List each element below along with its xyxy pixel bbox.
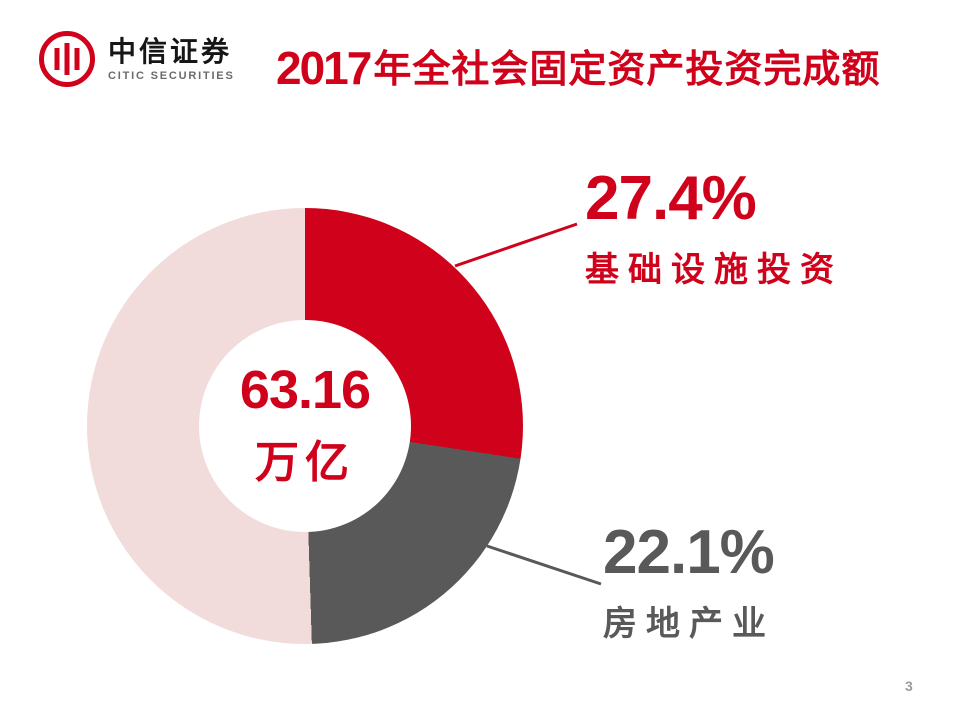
infra-percent: 27.4%: [585, 164, 757, 233]
logo: 中信证券 CITIC SECURITIES: [38, 30, 235, 88]
title-year: 2017: [276, 42, 372, 94]
title-text: 年全社会固定资产投资完成额: [373, 49, 881, 91]
infra-label: 基础设施投资: [585, 251, 843, 289]
logo-subtitle: CITIC SECURITIES: [108, 70, 235, 83]
realestate-label: 房地产业: [603, 605, 775, 643]
logo-title: 中信证券: [108, 35, 233, 67]
citic-logo-icon: [38, 30, 96, 88]
donut-chart: 63.16 万亿: [87, 208, 523, 644]
infra-callout: 27.4% 基础设施投资: [585, 168, 843, 291]
realestate-percent: 22.1%: [603, 518, 775, 587]
logo-text: 中信证券 CITIC SECURITIES: [108, 36, 235, 82]
page-number: 3: [905, 678, 913, 694]
infra-leader-line: [454, 222, 578, 268]
realestate-leader-line: [486, 544, 602, 586]
realestate-callout: 22.1% 房地产业: [603, 522, 775, 645]
donut-hole: 63.16 万亿: [199, 320, 411, 532]
page-title: 2017年全社会固定资产投资完成额: [276, 38, 880, 95]
center-value: 63.16: [239, 359, 371, 420]
center-unit: 万亿: [255, 438, 355, 488]
